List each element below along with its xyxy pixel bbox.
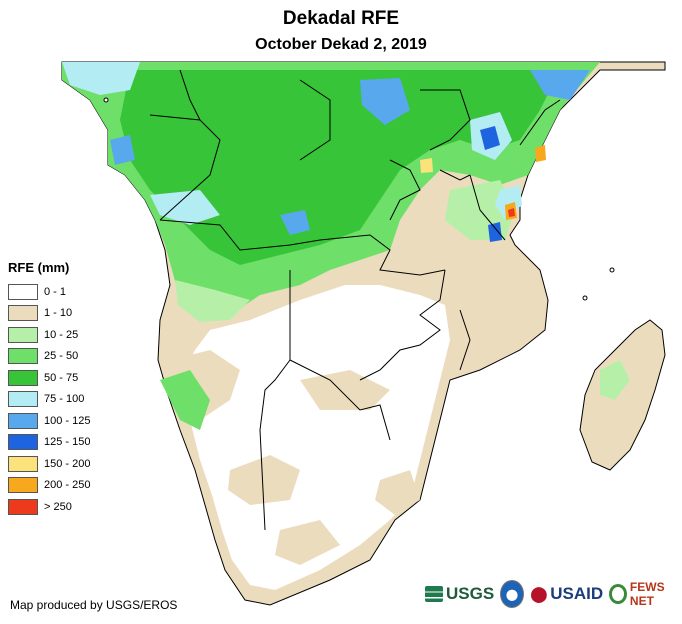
legend-item: 10 - 25	[8, 324, 90, 346]
country-borders	[149, 69, 561, 531]
legend-label: 1 - 10	[44, 307, 73, 320]
legend-label: 125 - 150	[44, 436, 91, 449]
legend: RFE (mm) 0 - 1 1 - 10 10 - 25 25 - 50 50 - 7…	[8, 260, 90, 518]
usgs-wave-icon	[425, 586, 443, 602]
legend-item: 200 - 250	[8, 475, 90, 497]
map-subtitle: October Dekad 2, 2019	[255, 36, 427, 53]
legend-swatch	[8, 391, 38, 408]
legend-swatch	[8, 477, 38, 494]
coastal-rain-250	[508, 208, 515, 217]
angola-rain-patch	[160, 370, 210, 430]
heavy-rain-patch	[62, 62, 140, 95]
legend-item: 125 - 150	[8, 432, 90, 454]
fewsnet-logo-text: FEWS NET	[629, 580, 665, 608]
legend-label: 0 - 1	[44, 285, 67, 298]
usaid-logo-text: USAID	[550, 584, 604, 603]
legend-swatch	[8, 283, 38, 300]
extreme-rain-patch	[488, 222, 502, 242]
legend-item: 0 - 1	[8, 281, 90, 303]
very-heavy-rain-patch	[530, 70, 590, 100]
legend-swatch	[8, 348, 38, 365]
very-heavy-rain-patch	[360, 78, 410, 125]
logo-strip: USGS ⬤ USAID FEWS NET	[425, 580, 682, 608]
coastal-rain-150	[420, 158, 433, 173]
heavy-rain-patch	[150, 190, 220, 225]
legend-item: 50 - 75	[8, 367, 90, 389]
legend-label: 25 - 50	[44, 350, 79, 363]
legend-label: 75 - 100	[44, 393, 85, 406]
legend-item: 1 - 10	[8, 303, 90, 325]
legend-swatch	[8, 455, 38, 472]
legend-label: 50 - 75	[44, 371, 79, 384]
legend-label: 150 - 200	[44, 457, 91, 470]
island	[609, 267, 615, 273]
madagascar	[579, 319, 666, 471]
coastal-rain-200	[535, 145, 546, 162]
usaid-seal-icon: ⬤	[530, 586, 548, 603]
legend-label: 10 - 25	[44, 328, 79, 341]
legend-item: 150 - 200	[8, 453, 90, 475]
legend-swatch	[8, 434, 38, 451]
usgs-logo: USGS	[425, 584, 494, 604]
tan-patch	[228, 455, 300, 505]
legend-title: RFE (mm)	[8, 260, 70, 275]
very-heavy-rain-patch	[280, 210, 310, 235]
rainfall-map	[61, 61, 666, 606]
island	[103, 97, 109, 103]
tan-patch	[275, 520, 340, 565]
rain-belt-heavy	[120, 70, 560, 265]
very-heavy-rain-patch	[110, 135, 135, 165]
tan-patch	[375, 470, 420, 515]
legend-item: 75 - 100	[8, 389, 90, 411]
tan-patch	[300, 370, 390, 410]
legend-swatch	[8, 326, 38, 343]
legend-label: 200 - 250	[44, 479, 91, 492]
fewsnet-ring-icon	[609, 584, 627, 604]
map-credit: Map produced by USGS/EROS	[10, 598, 178, 612]
map-title: Dekadal RFE	[282, 8, 400, 29]
fewsnet-logo: FEWS NET	[609, 580, 682, 608]
legend-swatch	[8, 305, 38, 322]
legend-swatch	[8, 498, 38, 515]
madagascar-rain-patch	[600, 360, 630, 400]
legend-item: 100 - 125	[8, 410, 90, 432]
legend-item: 25 - 50	[8, 346, 90, 368]
dry-south-region	[180, 285, 450, 590]
usaid-logo: ⬤ USAID	[530, 584, 603, 604]
legend-rows: 0 - 1 1 - 10 10 - 25 25 - 50 50 - 75 75 - 100…	[8, 281, 90, 518]
noaa-seal-icon	[500, 580, 525, 608]
extreme-rain-patch	[480, 126, 500, 150]
light-rain-fringe	[175, 280, 250, 322]
legend-swatch	[8, 369, 38, 386]
legend-item: > 250	[8, 496, 90, 518]
legend-swatch	[8, 412, 38, 429]
coastal-heavy-rain	[495, 185, 522, 220]
island	[582, 295, 588, 301]
usgs-logo-text: USGS	[446, 584, 495, 603]
legend-label: > 250	[44, 500, 72, 513]
legend-label: 100 - 125	[44, 414, 91, 427]
